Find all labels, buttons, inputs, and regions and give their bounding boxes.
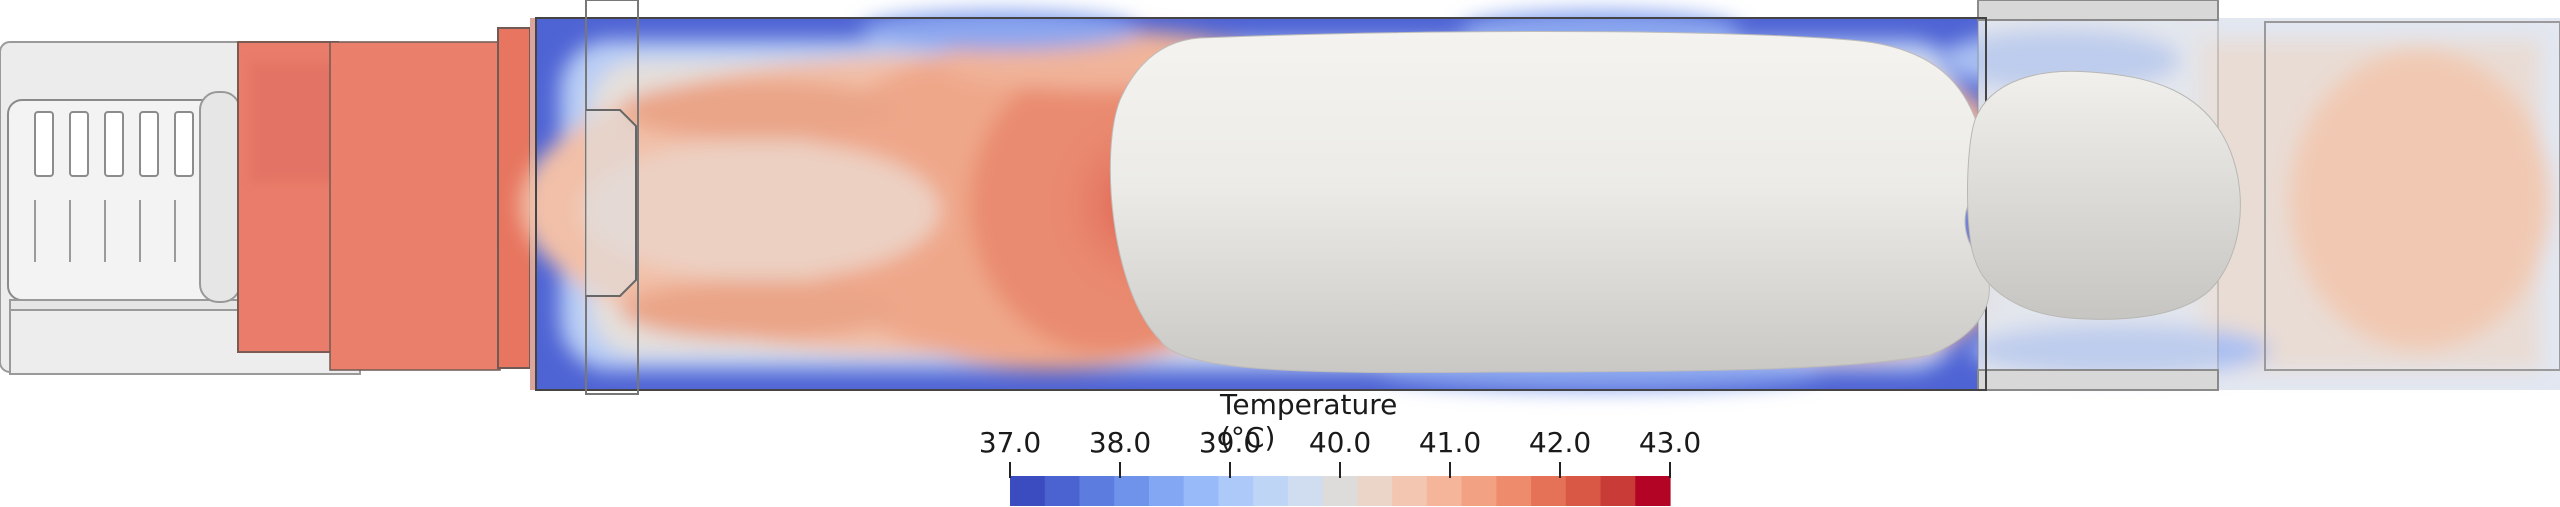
colorbar-segment (1357, 476, 1393, 506)
colorbar (1010, 476, 1671, 506)
colorbar-segment (1461, 476, 1497, 506)
colorbar-ticks (1009, 462, 1671, 478)
colorbar-tick-label: 38.0 (1088, 426, 1152, 459)
heater-vents (34, 111, 194, 177)
colorbar-segment (1114, 476, 1150, 506)
colorbar-segment (1010, 476, 1046, 506)
colorbar-tick-label: 41.0 (1418, 426, 1482, 459)
colorbar-segment (1183, 476, 1220, 506)
infant-body (1109, 31, 2241, 374)
colorbar-title: Temperature (°C) (1220, 388, 1398, 454)
colorbar-segment (1148, 476, 1185, 506)
colorbar-segment (1218, 476, 1254, 506)
colorbar-segment (1392, 476, 1428, 506)
colorbar-segment (1565, 476, 1602, 506)
colorbar-tick-label: 37.0 (978, 426, 1042, 459)
colorbar-tick-label: 43.0 (1638, 426, 1702, 459)
colorbar-segment (1635, 476, 1671, 506)
colorbar-segment (1600, 476, 1636, 506)
colorbar-tick-label: 40.0 (1308, 426, 1372, 459)
colorbar-segment (1044, 476, 1081, 506)
colorbar-segment (1253, 476, 1289, 506)
inlet-duct (237, 18, 536, 390)
colorbar-segment (1496, 476, 1532, 506)
colorbar-tick-label: 39.0 (1198, 426, 1262, 459)
colorbar-tick-label: 42.0 (1528, 426, 1592, 459)
colorbar-segment (1287, 476, 1324, 506)
colorbar-segment (1531, 476, 1567, 506)
colorbar-segment (1322, 476, 1358, 506)
colorbar-segment (1079, 476, 1115, 506)
colorbar-segment (1426, 476, 1463, 506)
